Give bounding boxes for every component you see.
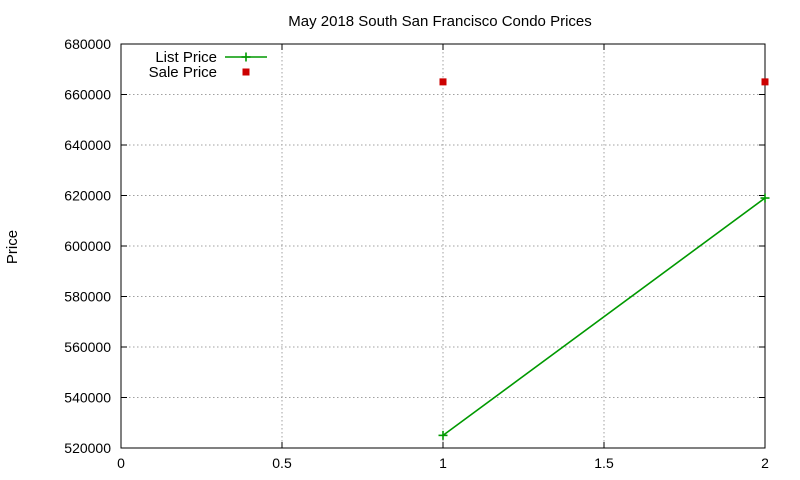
list-price-point-1 bbox=[760, 193, 770, 203]
x-tick-label-4: 2 bbox=[761, 455, 769, 471]
sale-price-point-1 bbox=[761, 78, 769, 86]
grid-lines bbox=[121, 44, 765, 448]
y-tick-label-5: 620000 bbox=[64, 188, 111, 204]
y-tick-label-3: 580000 bbox=[64, 289, 111, 305]
y-tick-label-2: 560000 bbox=[64, 339, 111, 355]
legend-marker-sale-price bbox=[242, 68, 250, 76]
legend-label-list-price: List Price bbox=[155, 49, 217, 66]
x-tick-label-1: 0.5 bbox=[272, 455, 292, 471]
y-axis-title: Price bbox=[4, 230, 21, 264]
x-tick-label-0: 0 bbox=[117, 455, 125, 471]
list-price-line bbox=[442, 197, 766, 437]
chart-title: May 2018 South San Francisco Condo Price… bbox=[288, 13, 592, 30]
list-price-point-0 bbox=[438, 430, 448, 440]
y-tick-label-7: 660000 bbox=[64, 87, 111, 103]
x-tick-label-3: 1.5 bbox=[594, 455, 614, 471]
legend-label-sale-price: Sale Price bbox=[149, 64, 217, 81]
axes: 0 0.5 1 1.5 2 520000 540000 560000 580000 600000 6… bbox=[64, 36, 769, 471]
sale-price-point-0 bbox=[439, 78, 447, 86]
legend-marker-list-price bbox=[241, 52, 251, 62]
y-tick-label-6: 640000 bbox=[64, 137, 111, 153]
y-tick-label-1: 540000 bbox=[64, 390, 111, 406]
y-tick-label-4: 600000 bbox=[64, 238, 111, 254]
x-tick-label-2: 1 bbox=[439, 455, 447, 471]
y-tick-label-8: 680000 bbox=[64, 36, 111, 52]
y-tick-label-0: 520000 bbox=[64, 440, 111, 456]
data-series bbox=[438, 78, 770, 440]
